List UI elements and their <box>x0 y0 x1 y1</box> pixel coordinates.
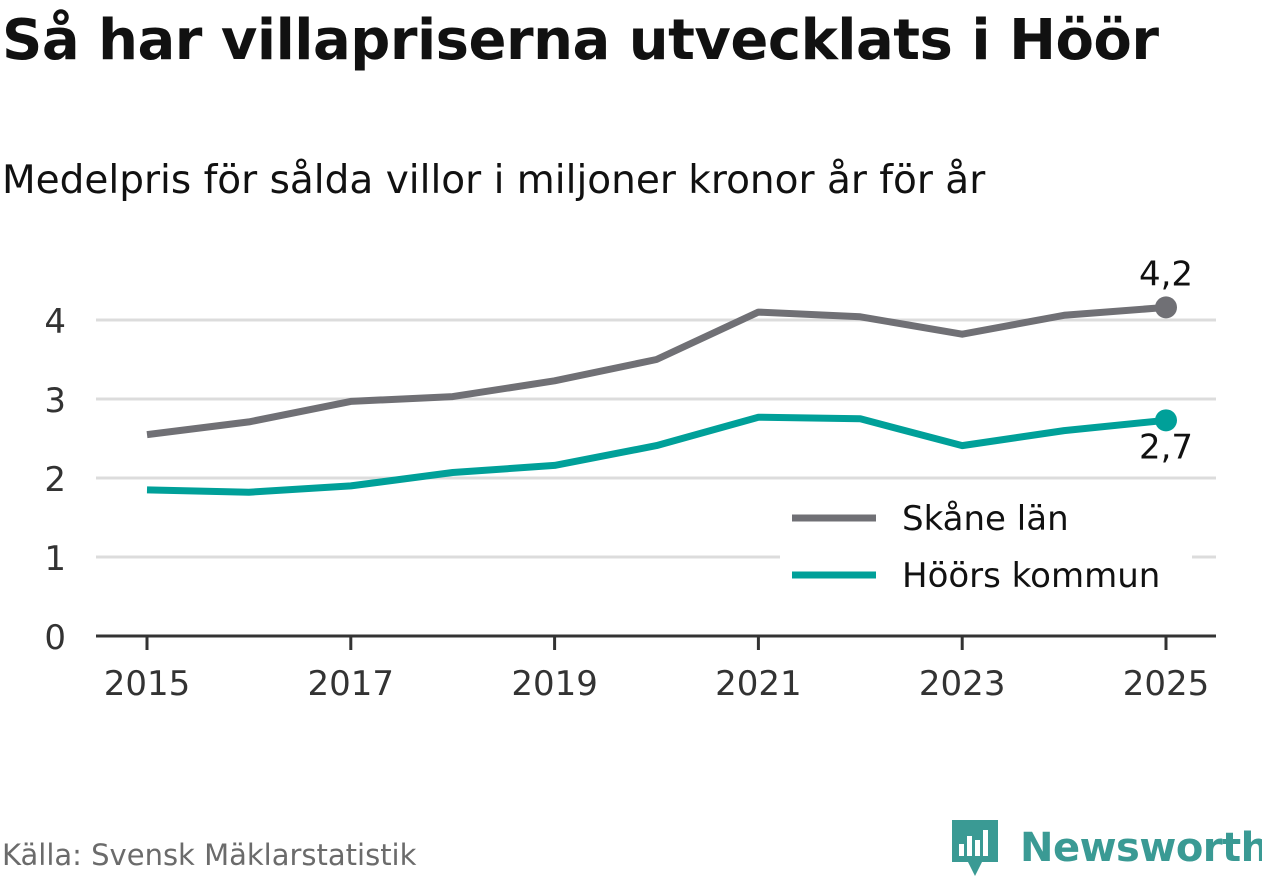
legend-background <box>780 490 1192 602</box>
series-lines <box>146 296 1177 496</box>
y-tick-label: 0 <box>44 618 66 658</box>
x-tick-label: 2017 <box>308 664 395 704</box>
x-tick-label: 2015 <box>104 664 191 704</box>
y-tick-label: 3 <box>44 381 66 421</box>
legend-label-skane-lan: Skåne län <box>902 499 1069 539</box>
series-line-skane-lan <box>146 303 1167 439</box>
x-tick-label: 2021 <box>715 664 802 704</box>
end-label-hoors-kommun: 2,7 <box>1139 427 1193 467</box>
source-note: Källa: Svensk Mäklarstatistik <box>2 838 417 872</box>
x-tick-label: 2023 <box>919 664 1006 704</box>
newsworthy-logo-icon <box>952 820 998 876</box>
legend-label-hoors-kommun: Höörs kommun <box>902 556 1160 596</box>
series-line-hoors-kommun <box>146 413 1167 496</box>
y-tick-label: 1 <box>44 539 66 579</box>
y-tick-label: 4 <box>44 302 66 342</box>
axes: 0 1 2 3 4 2015 2017 2019 2021 2023 2025 <box>44 302 1216 704</box>
end-marker-hoors-kommun <box>1155 409 1177 432</box>
newsworthy-logo: Newsworthy <box>950 818 1262 878</box>
brand-name: Newsworthy <box>1020 825 1262 871</box>
chart-subtitle: Medelpris för sålda villor i miljoner kr… <box>2 158 986 203</box>
chart-title: Så har villapriserna utvecklats i Höör <box>2 8 1159 73</box>
end-label-skane-lan: 4,2 <box>1139 254 1193 294</box>
legend: Skåne län Höörs kommun <box>780 490 1192 602</box>
x-tick-label: 2019 <box>511 664 598 704</box>
end-marker-skane-lan <box>1155 296 1177 319</box>
y-tick-label: 2 <box>44 460 66 500</box>
data-labels: 4,2 2,7 <box>1136 251 1196 470</box>
x-tick-label: 2025 <box>1123 664 1210 704</box>
